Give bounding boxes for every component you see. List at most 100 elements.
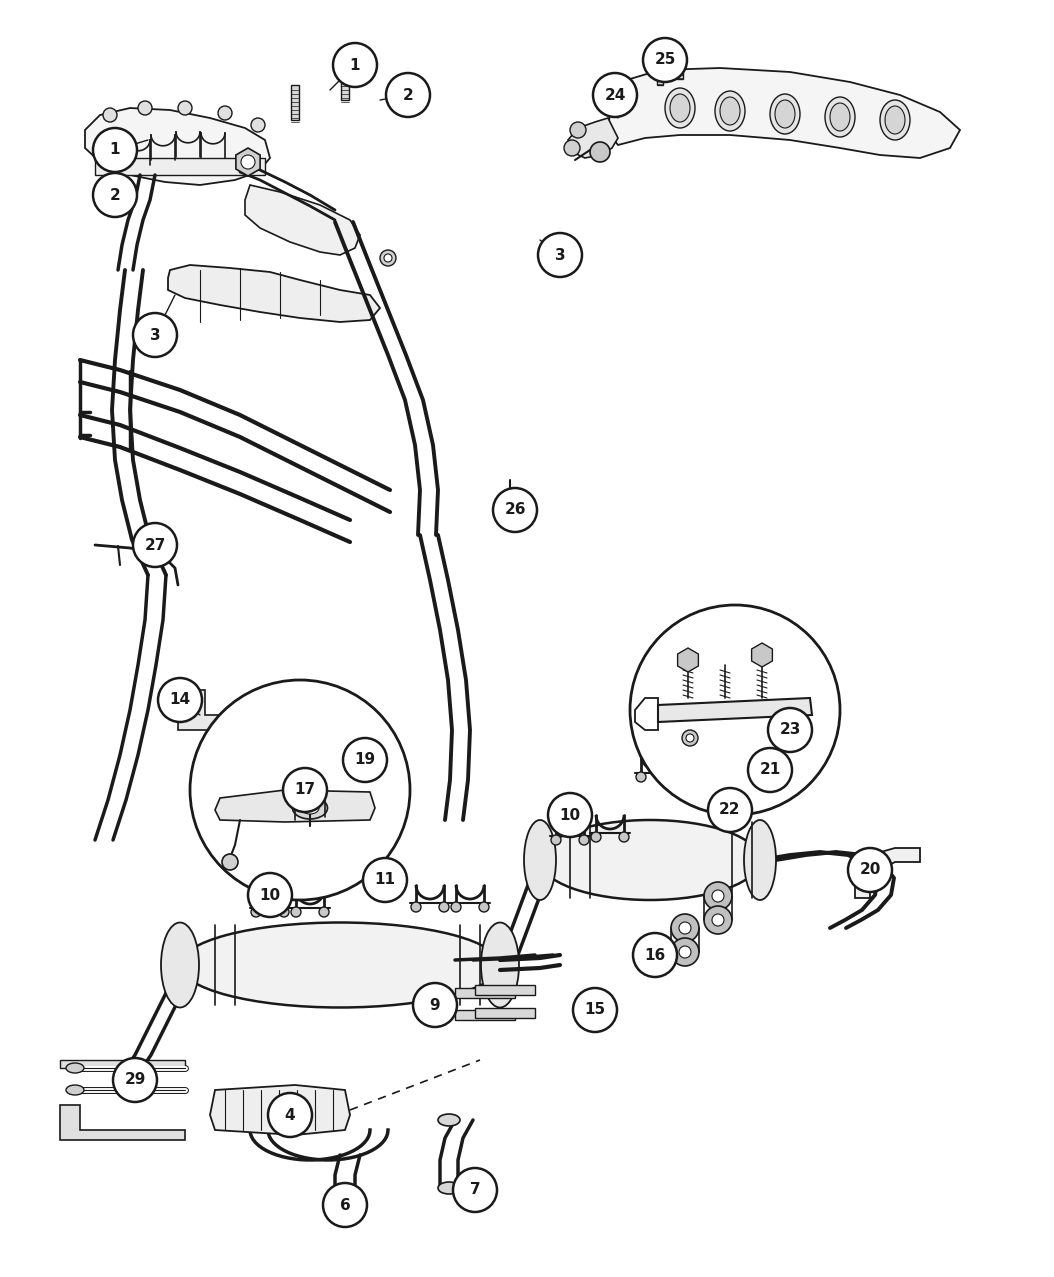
- Ellipse shape: [481, 922, 519, 1008]
- Circle shape: [284, 767, 327, 812]
- Text: 2: 2: [110, 188, 120, 203]
- Ellipse shape: [180, 922, 500, 1008]
- Circle shape: [251, 117, 265, 132]
- Polygon shape: [210, 1085, 350, 1135]
- Text: 26: 26: [504, 503, 526, 517]
- Bar: [677, 54, 683, 79]
- Circle shape: [682, 730, 698, 746]
- Text: 6: 6: [339, 1198, 350, 1212]
- Circle shape: [768, 707, 812, 752]
- Circle shape: [343, 738, 387, 782]
- Ellipse shape: [665, 88, 695, 128]
- Circle shape: [591, 833, 601, 842]
- Ellipse shape: [332, 1191, 357, 1204]
- Circle shape: [479, 902, 489, 912]
- Circle shape: [633, 933, 677, 977]
- Ellipse shape: [438, 1183, 460, 1194]
- Circle shape: [386, 73, 430, 117]
- Circle shape: [593, 73, 637, 117]
- Circle shape: [564, 140, 580, 156]
- Text: 1: 1: [110, 143, 120, 157]
- Text: 27: 27: [144, 538, 165, 553]
- Circle shape: [158, 678, 202, 722]
- Circle shape: [573, 988, 617, 1032]
- Polygon shape: [215, 790, 375, 822]
- Circle shape: [643, 38, 687, 82]
- Circle shape: [113, 1059, 157, 1102]
- Circle shape: [291, 907, 301, 917]
- Text: 25: 25: [655, 52, 676, 68]
- Text: 21: 21: [759, 762, 781, 778]
- Bar: [657, 60, 663, 86]
- Text: 2: 2: [403, 88, 413, 102]
- Circle shape: [251, 907, 261, 917]
- Circle shape: [713, 914, 724, 926]
- Ellipse shape: [66, 1085, 84, 1094]
- Circle shape: [103, 109, 117, 123]
- Text: 17: 17: [294, 783, 315, 798]
- Circle shape: [630, 605, 840, 815]
- Bar: [455, 1010, 515, 1020]
- Polygon shape: [168, 266, 380, 322]
- Circle shape: [538, 232, 582, 277]
- Text: 16: 16: [644, 948, 666, 963]
- Polygon shape: [85, 109, 270, 185]
- Circle shape: [319, 907, 329, 917]
- Polygon shape: [60, 1060, 186, 1068]
- Circle shape: [848, 848, 892, 893]
- Circle shape: [570, 123, 586, 138]
- Circle shape: [190, 679, 410, 900]
- Circle shape: [222, 854, 238, 870]
- Circle shape: [748, 748, 792, 792]
- Text: 11: 11: [374, 872, 395, 888]
- Ellipse shape: [829, 103, 850, 132]
- Ellipse shape: [825, 97, 855, 137]
- Circle shape: [411, 902, 421, 912]
- Polygon shape: [568, 117, 618, 158]
- Circle shape: [363, 858, 407, 902]
- Circle shape: [713, 890, 724, 902]
- Ellipse shape: [66, 1062, 84, 1073]
- Text: 9: 9: [430, 997, 441, 1013]
- Circle shape: [453, 1168, 497, 1212]
- Ellipse shape: [301, 802, 319, 813]
- Ellipse shape: [715, 91, 745, 132]
- Circle shape: [178, 101, 192, 115]
- Text: 1: 1: [350, 57, 360, 73]
- Circle shape: [133, 313, 177, 358]
- Bar: [455, 988, 515, 999]
- Circle shape: [548, 793, 592, 836]
- Bar: [475, 985, 535, 995]
- Circle shape: [671, 914, 699, 942]
- Text: 19: 19: [354, 752, 375, 767]
- Ellipse shape: [524, 820, 557, 900]
- Circle shape: [138, 101, 152, 115]
- Circle shape: [551, 835, 561, 845]
- Text: 7: 7: [470, 1183, 481, 1198]
- Ellipse shape: [744, 820, 776, 900]
- Ellipse shape: [885, 106, 905, 134]
- Text: 22: 22: [719, 802, 741, 817]
- Text: 10: 10: [259, 888, 280, 903]
- Polygon shape: [855, 848, 920, 898]
- Circle shape: [103, 183, 117, 197]
- Circle shape: [218, 106, 232, 120]
- Circle shape: [133, 524, 177, 567]
- Polygon shape: [658, 699, 812, 722]
- Circle shape: [380, 250, 396, 266]
- Circle shape: [323, 1183, 367, 1227]
- Text: 20: 20: [859, 862, 881, 877]
- Polygon shape: [245, 185, 360, 255]
- Circle shape: [493, 488, 536, 533]
- Circle shape: [679, 946, 691, 958]
- Ellipse shape: [540, 820, 760, 900]
- Ellipse shape: [438, 1114, 460, 1126]
- Circle shape: [279, 907, 289, 917]
- Circle shape: [413, 983, 457, 1027]
- Ellipse shape: [720, 97, 740, 125]
- Ellipse shape: [880, 100, 910, 140]
- Ellipse shape: [670, 94, 690, 123]
- Bar: [475, 1008, 535, 1018]
- Polygon shape: [178, 690, 218, 730]
- Circle shape: [619, 833, 629, 842]
